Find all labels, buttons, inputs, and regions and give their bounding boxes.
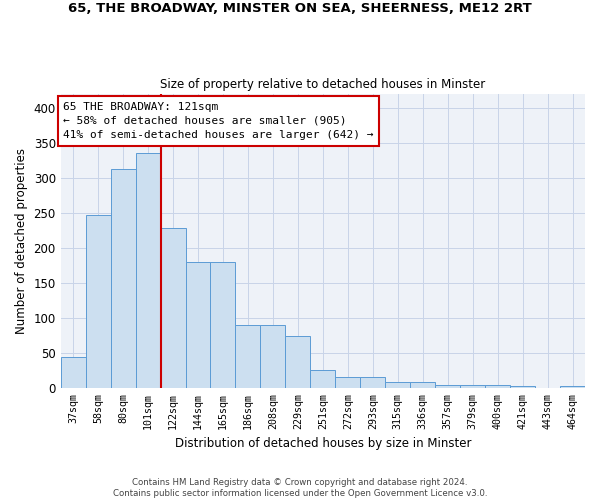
Bar bbox=[185, 262, 211, 388]
Bar bbox=[110, 168, 136, 388]
Text: 65, THE BROADWAY, MINSTER ON SEA, SHEERNESS, ME12 2RT: 65, THE BROADWAY, MINSTER ON SEA, SHEERN… bbox=[68, 2, 532, 16]
Bar bbox=[310, 370, 335, 388]
Bar bbox=[286, 336, 310, 388]
Bar bbox=[161, 228, 185, 388]
Bar bbox=[560, 386, 585, 388]
Bar bbox=[510, 386, 535, 388]
Bar bbox=[335, 378, 360, 388]
Bar bbox=[360, 378, 385, 388]
Bar bbox=[485, 385, 510, 388]
Title: Size of property relative to detached houses in Minster: Size of property relative to detached ho… bbox=[160, 78, 485, 91]
Bar bbox=[260, 325, 286, 388]
Bar bbox=[61, 357, 86, 388]
Bar bbox=[410, 382, 435, 388]
Bar bbox=[235, 325, 260, 388]
Bar bbox=[435, 385, 460, 388]
Bar bbox=[86, 216, 110, 388]
Text: Contains HM Land Registry data © Crown copyright and database right 2024.
Contai: Contains HM Land Registry data © Crown c… bbox=[113, 478, 487, 498]
Bar bbox=[385, 382, 410, 388]
Y-axis label: Number of detached properties: Number of detached properties bbox=[15, 148, 28, 334]
Bar bbox=[211, 262, 235, 388]
X-axis label: Distribution of detached houses by size in Minster: Distribution of detached houses by size … bbox=[175, 437, 471, 450]
Bar bbox=[460, 385, 485, 388]
Bar bbox=[136, 153, 161, 388]
Text: 65 THE BROADWAY: 121sqm
← 58% of detached houses are smaller (905)
41% of semi-d: 65 THE BROADWAY: 121sqm ← 58% of detache… bbox=[63, 102, 374, 140]
